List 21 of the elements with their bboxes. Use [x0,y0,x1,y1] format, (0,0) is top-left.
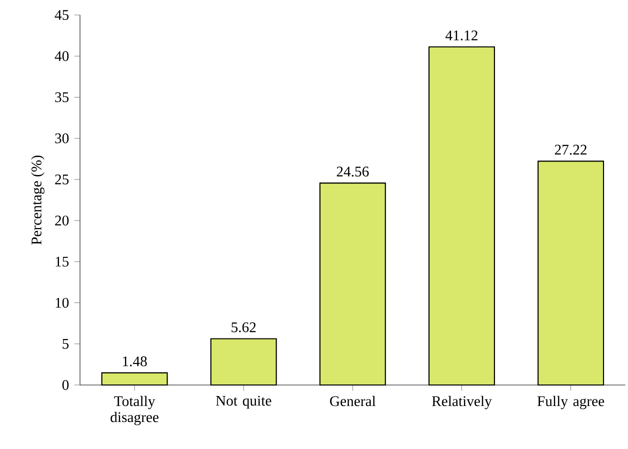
x-tick-label: Relatively [432,396,492,410]
data-label: 41.12 [446,30,478,40]
data-label: 24.56 [336,166,369,177]
y-tick-label: 25 [55,174,69,184]
y-tick-label: 5 [62,339,69,349]
y-tick-label: 30 [55,133,69,144]
x-tick-label: Totally disagree [110,396,158,426]
data-label: 1.48 [123,356,147,366]
y-tick-label: 40 [54,51,69,62]
y-tick-label: 10 [56,298,69,308]
y-tick-label: 45 [54,10,69,20]
x-tick-label: General [330,396,376,406]
y-tick-label: 20 [55,216,69,226]
data-label: 27.22 [554,144,586,155]
y-tick-label: 0 [62,380,69,390]
y-tick-label: 35 [55,92,69,102]
y-axis-title: Percentage (%) [31,156,44,245]
x-tick-label: Not quite [216,396,272,409]
x-tick-label: Fully agree [537,396,604,410]
y-tick-label: 15 [56,256,69,267]
data-label: 5.62 [232,322,256,332]
